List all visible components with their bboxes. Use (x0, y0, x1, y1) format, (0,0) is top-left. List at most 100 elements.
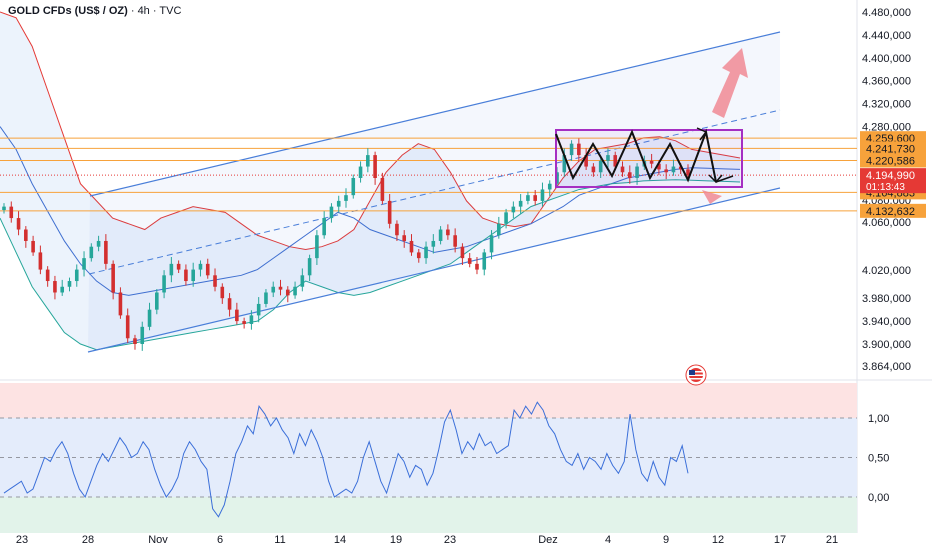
candle-body (322, 218, 326, 236)
candle-body (409, 240, 414, 253)
candle-body (300, 275, 305, 287)
candle-body (60, 286, 65, 293)
candle-body (125, 315, 130, 339)
time-tick-label: 14 (334, 534, 346, 546)
zigzag-tail (715, 175, 734, 183)
candle-body (147, 309, 152, 327)
candle-body (431, 240, 436, 247)
candle-body (111, 263, 115, 293)
candle-body (205, 263, 210, 276)
candle-body (82, 258, 86, 270)
candle-body (540, 189, 545, 201)
candle-body (453, 235, 457, 247)
candle-body (9, 206, 14, 219)
candle-body (176, 263, 181, 270)
candle-body (53, 281, 57, 293)
zigzag-projection (555, 128, 717, 183)
candle-body (74, 269, 79, 282)
price-level-tag (860, 203, 926, 218)
candle-body (380, 178, 385, 201)
candle-body (635, 166, 639, 178)
overbought-zone (0, 383, 857, 418)
current-price-text: 4.194,990 (866, 170, 915, 182)
candle-body (191, 269, 195, 282)
candle-body (373, 155, 377, 178)
candle-body (278, 286, 283, 290)
candle-body (89, 246, 94, 259)
candle-body (489, 235, 494, 253)
candle-body (24, 229, 28, 241)
chart-title: GOLD CFDs (US$ / OZ) · 4h · TVC (8, 5, 182, 17)
candle-body (184, 269, 188, 282)
candle-body (315, 235, 319, 259)
price-tick-label: 4.480,000 (862, 7, 911, 19)
time-tick-label: Nov (148, 534, 168, 546)
bollinger-fill (0, 12, 740, 350)
time-tick-label: 17 (774, 534, 786, 546)
candle-body (511, 206, 516, 213)
candle-body (351, 178, 356, 196)
time-tick-label: 12 (712, 534, 724, 546)
time-tick-label: Dez (538, 534, 558, 546)
price-tick-label: 4.020,000 (862, 265, 911, 277)
candle-body (256, 303, 261, 316)
candle-body (2, 206, 6, 211)
candle-body (424, 246, 428, 259)
candle-body (31, 240, 35, 253)
candle-body (591, 166, 596, 173)
price-level-tag (860, 153, 926, 168)
price-tick-label: 4.400,000 (862, 53, 911, 65)
candle-body (497, 223, 501, 236)
us-event-icon (685, 364, 707, 386)
candle-body (395, 223, 399, 236)
candle-body (562, 155, 567, 173)
candle-body (460, 246, 465, 259)
price-tick-label: 3.864,000 (862, 361, 911, 373)
candle-body (606, 155, 610, 161)
candle-body (671, 166, 676, 173)
channel-upper-line (89, 31, 781, 197)
indicator-tick-label: 1,00 (868, 413, 889, 425)
candle-body (678, 166, 683, 170)
price-tick-label: 4.440,000 (862, 30, 911, 42)
candle-body (162, 275, 166, 293)
candle-body (293, 286, 297, 296)
candle-body (358, 166, 363, 178)
candle-body (387, 200, 392, 224)
candle-body (547, 183, 552, 190)
bollinger-lower-band (0, 179, 741, 351)
flag-canton (689, 370, 695, 375)
candle-body (555, 172, 559, 184)
price-level-tag-text: 4.132,632 (866, 206, 915, 218)
indicator-line (3, 401, 689, 518)
indicator-tick-label: 0,00 (868, 492, 889, 504)
candle-body (446, 229, 450, 236)
price-tick-label: 3.940,000 (862, 316, 911, 328)
interval-label[interactable]: 4h (137, 5, 150, 17)
candle-body (664, 169, 668, 173)
candle-body (307, 258, 312, 276)
candle-body (344, 195, 348, 201)
price-tick-label: 4.280,000 (862, 121, 911, 133)
zigzag-arrow-head (696, 127, 708, 141)
time-tick-label: 23 (444, 534, 456, 546)
candle-body (336, 200, 341, 207)
price-level-tag (860, 141, 926, 156)
price-level-tag-text: 4.220,586 (866, 155, 915, 167)
time-tick-label: 6 (217, 534, 223, 546)
candle-body (627, 172, 632, 178)
candle-body (96, 240, 101, 247)
candle-body (38, 252, 43, 270)
candle-body (402, 235, 407, 241)
indicator-tick-label: 0,50 (868, 453, 889, 465)
price-tick-label: 3.980,000 (862, 293, 911, 305)
candle-body (504, 212, 508, 224)
time-tick-label: 23 (16, 534, 28, 546)
source-label: TVC (159, 5, 182, 17)
candle-body (482, 252, 487, 270)
time-tick-label: 21 (826, 534, 838, 546)
candle-body (584, 155, 588, 167)
candle-body (198, 263, 203, 270)
candle-body (235, 309, 239, 322)
